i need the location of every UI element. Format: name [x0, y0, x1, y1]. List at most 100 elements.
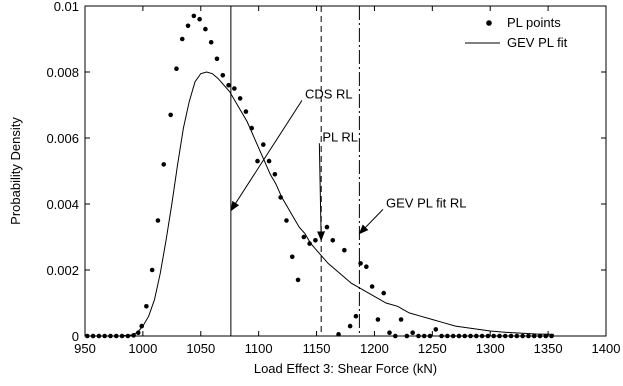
pl-point — [462, 333, 468, 339]
x-tick-label: 1050 — [186, 341, 215, 356]
pl-point — [514, 333, 520, 339]
y-axis-title: Probability Density — [8, 117, 23, 225]
pl-point — [427, 333, 433, 339]
pl-point — [237, 96, 243, 101]
pl-point — [135, 330, 141, 336]
pl-point — [508, 333, 514, 339]
pl-point — [232, 86, 237, 91]
annotation-arrow-cds-rl — [230, 100, 303, 212]
pl-point — [313, 238, 318, 243]
pl-point — [226, 82, 231, 88]
pl-point — [342, 247, 347, 253]
pl-point — [520, 333, 525, 339]
legend: PL points GEV PL fit — [465, 15, 568, 50]
pl-point — [392, 333, 398, 339]
pl-point — [433, 327, 439, 332]
pl-point — [260, 142, 266, 147]
pl-point — [531, 333, 537, 339]
pl-point — [421, 333, 427, 339]
x-tick-label: 1350 — [534, 341, 563, 356]
series-layer — [85, 13, 554, 339]
pl-point — [295, 277, 301, 283]
pl-point — [398, 317, 404, 322]
pl-point — [179, 36, 185, 42]
pl-point — [284, 218, 289, 223]
annotation-gev-pl-fit-rl: GEV PL fit RL — [386, 195, 466, 210]
pl-point — [324, 224, 330, 230]
pl-point — [266, 158, 272, 164]
pl-point — [445, 333, 450, 339]
pl-point — [381, 290, 387, 296]
pl-point — [149, 267, 155, 273]
pl-point — [502, 333, 508, 339]
pl-point — [358, 261, 363, 266]
legend-marker-pl-points — [486, 20, 492, 26]
legend-label-gev-pl-fit: GEV PL fit — [507, 35, 568, 50]
pl-point — [144, 304, 149, 309]
annotation-pl-rl: PL RL — [322, 129, 358, 144]
pl-point — [289, 254, 295, 260]
pl-point — [214, 56, 220, 62]
pl-point — [375, 317, 381, 322]
annotation-cds-rl: CDS RL — [305, 86, 353, 101]
pl-point — [301, 234, 307, 240]
annotation-arrow-pl-rl — [317, 143, 326, 242]
pl-point — [203, 26, 208, 32]
reference-lines-layer — [230, 6, 360, 336]
x-tick-label: 1400 — [592, 341, 621, 356]
pl-point — [330, 238, 336, 243]
axes-layer: 950 1000 1050 1100 1150 1200 1250 1300 1350 1400 0… — [46, 0, 620, 356]
pl-point — [387, 330, 392, 336]
x-tick-label: 1200 — [360, 341, 389, 356]
x-axis-title: Load Effect 3: Shear Force (kN) — [254, 361, 437, 376]
pl-point — [456, 333, 462, 339]
gev-fit-curve — [90, 71, 554, 337]
pl-point — [85, 333, 90, 339]
y-tick-label: 0.002 — [46, 263, 79, 278]
annotation-arrow-gev-pl-fit-rl — [358, 208, 384, 235]
pl-point — [220, 73, 226, 78]
pl-point — [485, 333, 491, 339]
pl-point — [369, 284, 375, 289]
pl-point — [416, 333, 421, 339]
pl-point — [208, 40, 214, 45]
annotations-layer: CDS RL PL RL GEV PL fit RL — [230, 86, 466, 242]
x-tick-label: 1300 — [476, 341, 505, 356]
pl-point — [347, 323, 353, 329]
pl-point — [125, 333, 131, 339]
pl-point — [336, 332, 341, 337]
pl-point — [543, 333, 549, 339]
pl-point — [174, 66, 179, 71]
pl-point — [404, 333, 410, 339]
y-tick-label: 0 — [72, 329, 79, 344]
y-tick-label: 0.006 — [46, 131, 79, 146]
y-tick-label: 0.008 — [46, 65, 79, 80]
x-tick-label: 950 — [74, 341, 96, 356]
pl-point — [353, 313, 359, 319]
pl-point — [526, 333, 531, 339]
pl-point — [307, 241, 312, 246]
pl-point — [139, 323, 145, 329]
pl-point — [549, 333, 554, 339]
plot-frame — [84, 5, 607, 337]
legend-label-pl-points: PL points — [507, 15, 561, 30]
pl-point — [474, 333, 479, 339]
pl-point — [450, 333, 456, 339]
x-tick-label: 1000 — [128, 341, 157, 356]
x-tick-label: 1100 — [245, 341, 273, 356]
pl-point — [197, 16, 202, 22]
y-tick-label: 0.004 — [46, 197, 79, 212]
pl-point — [161, 162, 167, 167]
pl-point — [537, 333, 543, 339]
pl-point — [255, 158, 260, 164]
pl-point — [439, 333, 444, 339]
pl-point — [155, 218, 161, 223]
pl-point — [491, 333, 496, 339]
x-tick-label: 1150 — [303, 341, 331, 356]
pl-point — [497, 333, 502, 339]
pl-point — [479, 333, 485, 339]
pl-point — [191, 13, 197, 19]
pl-point — [468, 333, 473, 339]
